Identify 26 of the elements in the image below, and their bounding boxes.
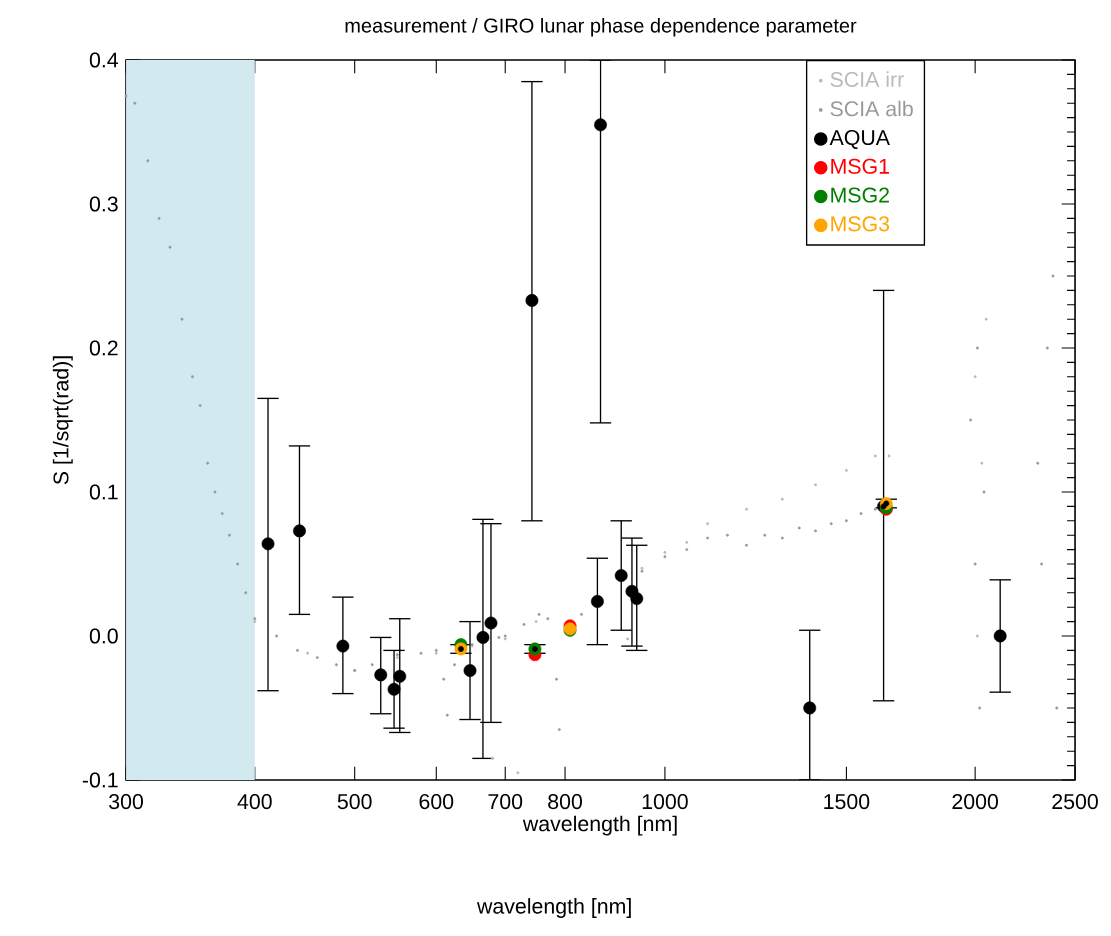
chart-title: measurement / GIRO lunar phase dependence parameter xyxy=(345,17,857,37)
x-tick-label: 1000 xyxy=(642,794,688,810)
legend-label: SCIA irr xyxy=(830,71,904,88)
y-tick-label: 0.3 xyxy=(89,196,118,212)
text: wavelength [nm] xyxy=(476,898,631,918)
x-tick-label: 300 xyxy=(109,794,143,810)
x-tick-label: 400 xyxy=(237,794,272,810)
legend-label: SCIA alb xyxy=(830,100,913,117)
legend-label: AQUA xyxy=(829,129,890,149)
x-tick-label: 600 xyxy=(419,794,454,810)
x-tick-label: 700 xyxy=(488,794,523,810)
legend-label: MSG3 xyxy=(831,216,890,232)
x-tick-label: 500 xyxy=(337,794,372,810)
y-tick-label: -0.1 xyxy=(82,772,118,788)
y-tick-label: 0.1 xyxy=(89,484,118,500)
x-tick-label: 1500 xyxy=(824,794,870,810)
y-tick-label: 0.2 xyxy=(89,340,118,356)
x-tick-label: 800 xyxy=(548,794,582,810)
y-tick-label: 0.4 xyxy=(89,52,119,68)
x-tick-label: 2500 xyxy=(1052,794,1098,810)
x-axis-title: wavelength [nm] xyxy=(522,815,677,836)
x-tick-label: 2000 xyxy=(952,794,998,810)
y-axis-title: S [1/sqrt(rad)] xyxy=(52,356,73,485)
y-tick-label: 0.0 xyxy=(89,628,118,644)
legend-label: MSG1 xyxy=(831,158,889,174)
legend-label: MSG2 xyxy=(831,187,889,203)
